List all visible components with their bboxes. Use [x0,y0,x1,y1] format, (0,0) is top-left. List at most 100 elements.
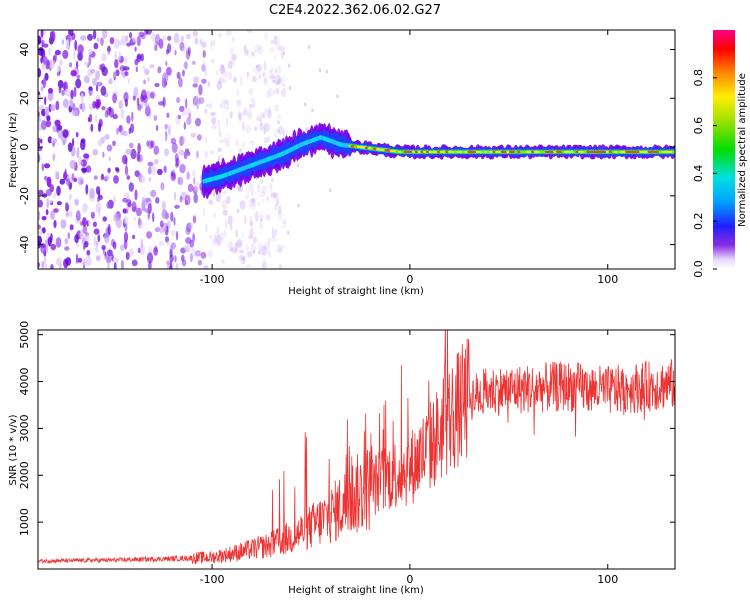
x-tick-label: 100 [597,573,618,586]
noise-dot [47,87,54,94]
noise-dot [136,97,140,107]
noise-dot [79,103,83,110]
noise-dot [225,117,229,128]
noise-dot [282,51,286,56]
y-tick-label: 1000 [18,508,31,536]
noise-dot [249,228,254,238]
y-tick-label: 2000 [18,461,31,489]
noise-dot [162,35,167,42]
noise-dot [183,61,188,70]
noise-dot [277,129,281,134]
noise-dot [194,95,199,104]
noise-dot [147,166,152,175]
noise-dot [144,197,151,203]
noise-dot [72,109,79,117]
noise-dot [41,108,46,117]
ridge-hot [672,150,675,154]
noise-dot [215,239,222,247]
noise-dot [211,116,217,125]
noise-dot [70,89,74,100]
noise-dot [107,224,111,235]
noise-dot [162,96,166,108]
noise-dot [153,145,160,155]
noise-dot [176,230,179,241]
noise-dot [219,103,224,109]
noise-dot [112,256,119,264]
noise-dot [192,233,196,243]
noise-dot [144,105,151,117]
colorbar: 0.0 0.2 0.4 0.6 0.8 Normalized spectral ampl… [692,30,748,278]
noise-dot [199,38,203,45]
noise-dot [95,255,101,262]
noise-dot [260,178,263,184]
noise-dot [267,87,274,97]
noise-dot [69,62,73,68]
noise-dot [75,132,79,138]
noise-dot [129,248,135,257]
noise-dot [238,112,243,121]
noise-dot [139,244,146,256]
noise-dot [81,161,84,166]
noise-dot [88,86,93,91]
noise-dot [41,163,44,172]
noise-dot [67,142,73,152]
noise-dot [61,89,65,96]
y-tick-label: -20 [18,187,31,205]
noise-dot [250,198,255,203]
noise-dot [257,201,261,207]
noise-dot [69,224,74,231]
snr-x-ticks: -100 0 100 [200,330,618,586]
noise-dot [226,195,231,204]
noise-dot [220,64,225,71]
noise-dot [165,60,168,67]
noise-dot [83,241,89,248]
noise-dot [120,108,125,119]
noise-dot [108,156,111,162]
noise-dot [221,259,225,265]
noise-dot [123,231,129,243]
noise-dot [74,198,79,206]
x-tick-label: -100 [200,573,225,586]
noise-dot [183,243,190,252]
noise-dot [268,69,272,75]
noise-dot [120,244,124,252]
noise-dot [176,71,181,79]
noise-dot [50,104,56,112]
noise-dot [288,86,292,90]
noise-dot [273,55,277,60]
noise-dot [197,259,202,266]
noise-dot [259,245,266,256]
noise-dot [229,224,233,231]
noise-dot [66,178,71,186]
noise-dot [259,190,266,198]
noise-dot [134,170,140,178]
noise-dot [132,36,137,43]
noise-dot [123,216,129,225]
noise-dot [197,97,201,105]
noise-dot [135,66,139,73]
noise-dot [198,84,203,96]
noise-dot [188,112,191,119]
noise-dot [149,64,155,69]
noise-dot [193,76,198,85]
noise-dot [254,210,259,222]
noise-dot [62,82,67,90]
noise-dot [92,149,99,156]
noise-dot [38,137,41,144]
noise-dot [99,64,104,71]
noise-dot [90,123,94,132]
noise-dot [185,98,188,109]
noise-dot [181,110,187,116]
noise-dot [218,77,225,82]
noise-dot [148,177,152,182]
noise-dot [201,41,207,48]
noise-dot [108,78,113,85]
noise-dot [237,109,241,119]
noise-dot [68,30,74,37]
noise-dot [157,168,163,175]
noise-dot [95,240,99,247]
noise-dot [137,104,142,111]
noise-dot [274,80,281,86]
noise-dot [178,149,185,156]
noise-dot [259,117,263,126]
